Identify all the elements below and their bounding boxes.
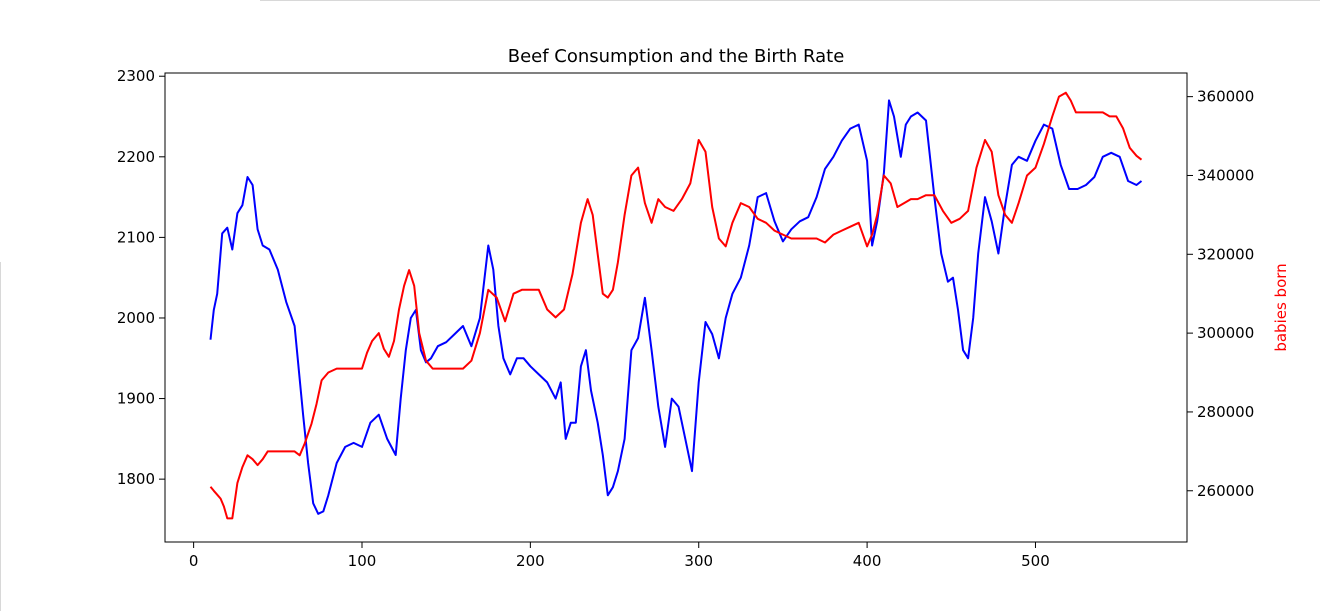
y-right-tick-label: 300000 <box>1197 324 1254 342</box>
y-left-tick-label: 2000 <box>117 309 155 327</box>
x-tick-label: 200 <box>516 552 545 570</box>
y-right-tick-label: 320000 <box>1197 245 1254 263</box>
chart-title: Beef Consumption and the Birth Rate <box>508 46 845 67</box>
x-tick-label: 500 <box>1021 552 1050 570</box>
y-left-tick-label: 2200 <box>117 148 155 166</box>
y-right-tick-label: 260000 <box>1197 482 1254 500</box>
x-axis: 0 100 200 300 400 500 <box>189 542 1050 570</box>
window-top-edge <box>260 0 1320 1</box>
x-tick-label: 0 <box>189 552 199 570</box>
y-left-tick-label: 2300 <box>117 67 155 85</box>
plot-area <box>164 72 1188 543</box>
y-left-tick-label: 2100 <box>117 228 155 246</box>
y-axis-right: 260000 280000 300000 320000 340000 360000 <box>1187 88 1254 500</box>
y-left-tick-label: 1900 <box>117 390 155 408</box>
series-line-babies-born <box>209 91 1143 520</box>
series-layer <box>209 91 1143 520</box>
y-right-tick-label: 340000 <box>1197 166 1254 184</box>
x-tick-label: 300 <box>684 552 713 570</box>
window-left-edge <box>0 262 1 611</box>
y-right-tick-label: 280000 <box>1197 403 1254 421</box>
x-tick-label: 100 <box>348 552 377 570</box>
x-tick-label: 400 <box>853 552 882 570</box>
y-right-label: babies born <box>1272 263 1290 351</box>
y-axis-left: 1800 1900 2000 2100 2200 2300 <box>117 67 165 488</box>
y-right-tick-label: 360000 <box>1197 88 1254 106</box>
y-left-tick-label: 1800 <box>117 470 155 488</box>
series-line-left-axis <box>209 99 1143 515</box>
